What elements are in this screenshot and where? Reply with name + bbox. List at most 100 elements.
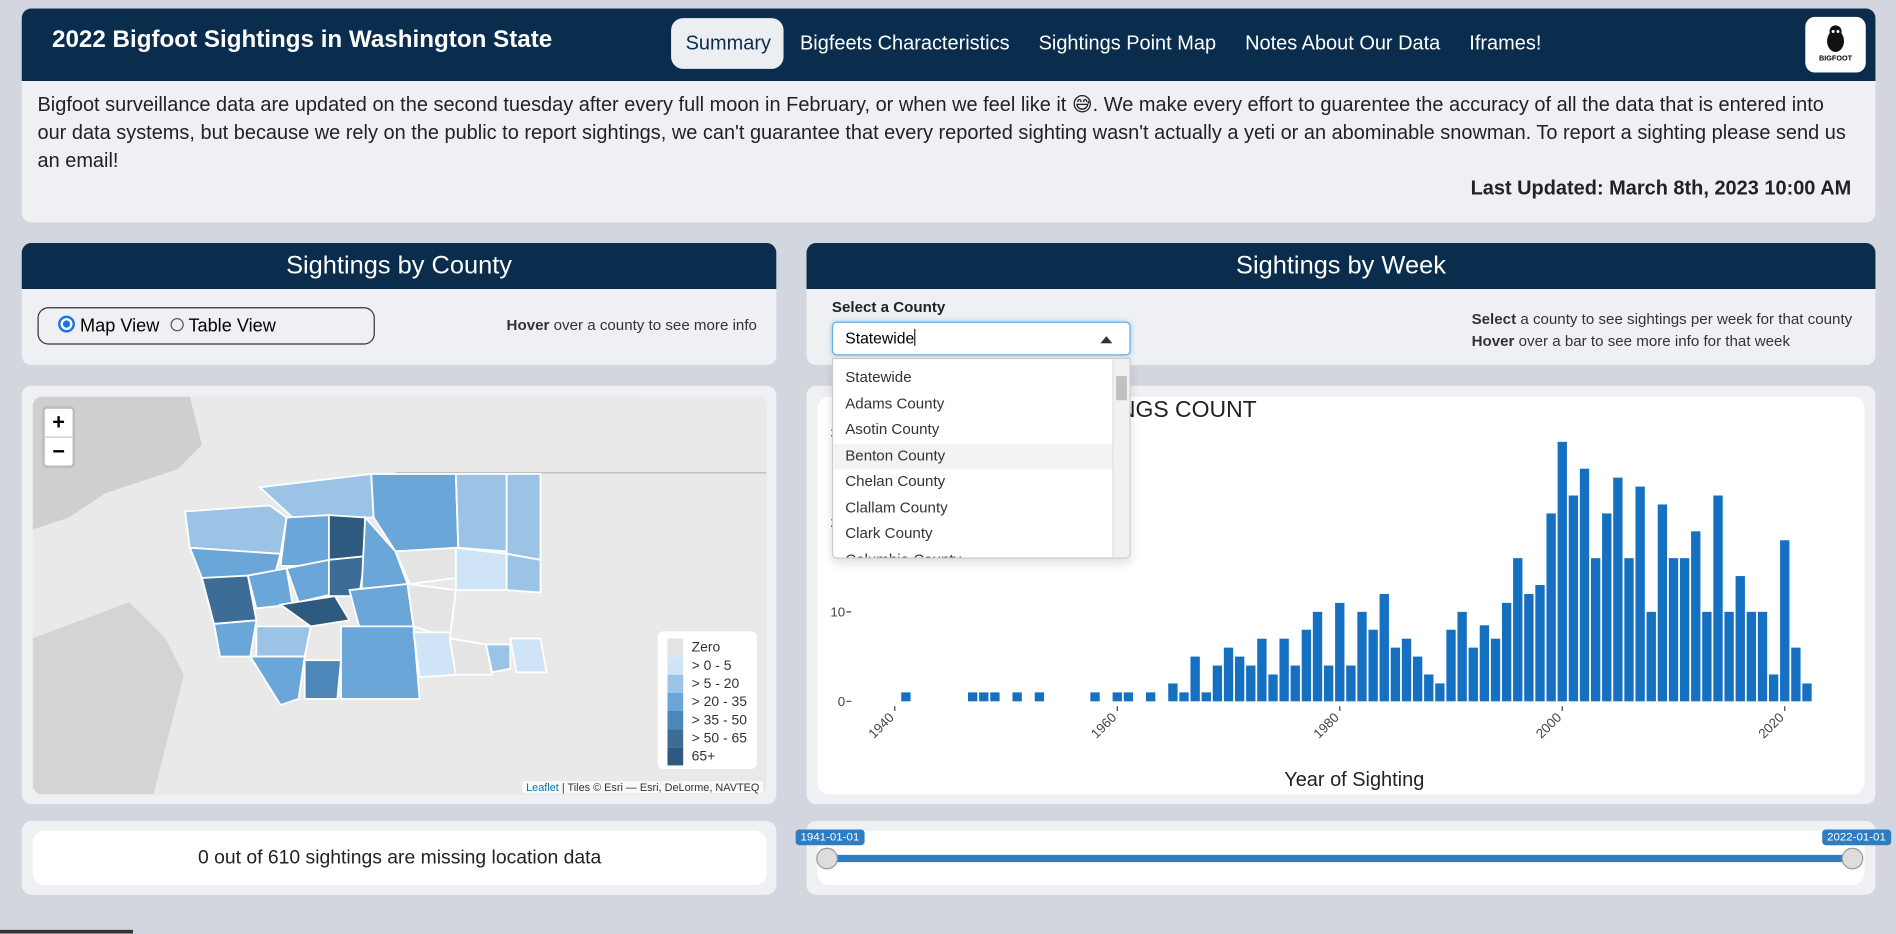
attribution-link[interactable]: Leaflet <box>526 781 559 794</box>
county[interactable] <box>454 473 508 553</box>
bar <box>1145 692 1156 702</box>
view-option[interactable]: Map View <box>80 315 160 337</box>
dropdown-option[interactable]: Clallam County <box>845 498 948 516</box>
county[interactable] <box>303 659 342 700</box>
bar <box>1791 647 1801 702</box>
nav-tab[interactable]: Summary <box>685 32 771 55</box>
dropdown-option[interactable]: Adams County <box>845 394 945 412</box>
select-label: Select a County <box>831 298 946 316</box>
county[interactable] <box>278 595 351 628</box>
radio-map[interactable] <box>58 315 75 333</box>
county-select[interactable]: Statewide <box>831 321 1131 356</box>
legend-row: 65+ <box>667 747 756 766</box>
bar <box>1246 665 1256 702</box>
bar <box>1479 625 1490 702</box>
legend-swatch <box>667 729 684 748</box>
county[interactable] <box>212 619 258 658</box>
legend-label: > 35 - 50 <box>691 712 747 728</box>
county[interactable] <box>248 655 306 707</box>
county[interactable] <box>183 504 288 555</box>
dropdown-option[interactable]: Asotin County <box>845 420 940 438</box>
bar <box>1646 611 1656 702</box>
dropdown-option[interactable]: Clark County <box>845 524 933 542</box>
bar <box>1401 638 1412 702</box>
bar <box>1290 665 1300 702</box>
county[interactable] <box>279 514 330 567</box>
nav-tab[interactable]: Iframes! <box>1469 32 1542 55</box>
county-controls <box>21 288 777 366</box>
map <box>32 396 767 795</box>
slider-handle[interactable] <box>816 847 838 870</box>
bar <box>1613 477 1623 702</box>
logo-text: BIGFOOT <box>1819 55 1853 63</box>
zoom-in[interactable]: + <box>44 409 73 438</box>
bar <box>1557 441 1567 702</box>
county[interactable] <box>448 637 494 676</box>
bar <box>1446 629 1456 702</box>
county[interactable] <box>509 637 548 674</box>
zoom-out[interactable]: − <box>52 438 65 464</box>
selected-county: Statewide <box>845 328 915 348</box>
bar <box>1535 585 1545 702</box>
bar <box>1112 692 1122 702</box>
county-hint: Hover over a county to see more info <box>507 317 757 334</box>
county[interactable] <box>484 643 512 674</box>
nav: Summary Bigfeets Characteristics Sightings… <box>671 18 1556 69</box>
bar <box>1602 513 1612 702</box>
legend-swatch <box>667 692 684 711</box>
county[interactable] <box>255 625 312 658</box>
bar <box>1234 656 1245 702</box>
slider-handle[interactable] <box>1841 847 1864 870</box>
scroll-thumb[interactable] <box>1116 376 1127 401</box>
county[interactable] <box>327 514 367 561</box>
view-option[interactable]: Table View <box>188 315 276 337</box>
nav-tab[interactable]: Bigfeets Characteristics <box>799 32 1010 55</box>
logo[interactable]: BIGFOOT <box>1805 16 1866 73</box>
bar <box>1668 558 1679 702</box>
county[interactable] <box>505 473 542 561</box>
bar <box>1468 647 1478 702</box>
bar <box>1323 665 1334 702</box>
bar <box>1501 602 1512 702</box>
county[interactable] <box>505 552 542 594</box>
bar <box>1335 602 1345 702</box>
nav-tab[interactable]: Notes About Our Data <box>1245 32 1441 55</box>
bar <box>1223 647 1234 702</box>
hint-row: Select a county to see sightings per wee… <box>1472 308 1853 330</box>
dropdown-option[interactable]: Chelan County <box>845 472 946 490</box>
x-tick-label: 1940 <box>865 710 897 742</box>
x-axis-label: Year of Sighting <box>1284 769 1424 791</box>
map-layer <box>32 396 767 795</box>
legend-label: > 0 - 5 <box>691 658 732 673</box>
week-hints: Select a county to see sightings per wee… <box>1472 308 1853 352</box>
header <box>21 8 1876 82</box>
bar <box>1123 692 1134 702</box>
last-updated: Last Updated: March 8th, 2023 10:00 AM <box>1470 177 1852 200</box>
legend-swatch <box>667 747 684 766</box>
radio-table[interactable] <box>170 318 184 332</box>
x-tick-label: 2000 <box>1533 710 1565 742</box>
hint-bold: Hover <box>1471 332 1515 350</box>
county[interactable] <box>454 546 508 591</box>
legend-swatch <box>667 638 684 657</box>
bar <box>1279 638 1289 702</box>
dropdown-option[interactable]: Columbia County <box>833 547 1129 558</box>
nav-tab[interactable]: Sightings Point Map <box>1038 32 1217 55</box>
bar <box>1268 674 1278 702</box>
bar <box>1624 558 1634 702</box>
missing-note: 0 out of 610 sightings are missing locat… <box>32 830 767 886</box>
dropdown-option[interactable]: Benton County <box>833 443 1130 470</box>
legend-swatch <box>667 656 684 675</box>
bar <box>1679 558 1690 702</box>
county[interactable] <box>246 567 294 610</box>
county[interactable] <box>200 574 258 625</box>
bar <box>1490 638 1501 702</box>
dropdown-option[interactable]: Statewide <box>845 368 912 386</box>
county[interactable] <box>348 583 415 628</box>
logo-icon <box>1827 25 1844 52</box>
county-dropdown: Statewide Adams County Asotin County Benton… <box>831 357 1131 559</box>
attribution-text: | Tiles © Esri — Esri, DeLorme, NAVTEQ <box>561 781 760 794</box>
county[interactable] <box>340 625 421 700</box>
